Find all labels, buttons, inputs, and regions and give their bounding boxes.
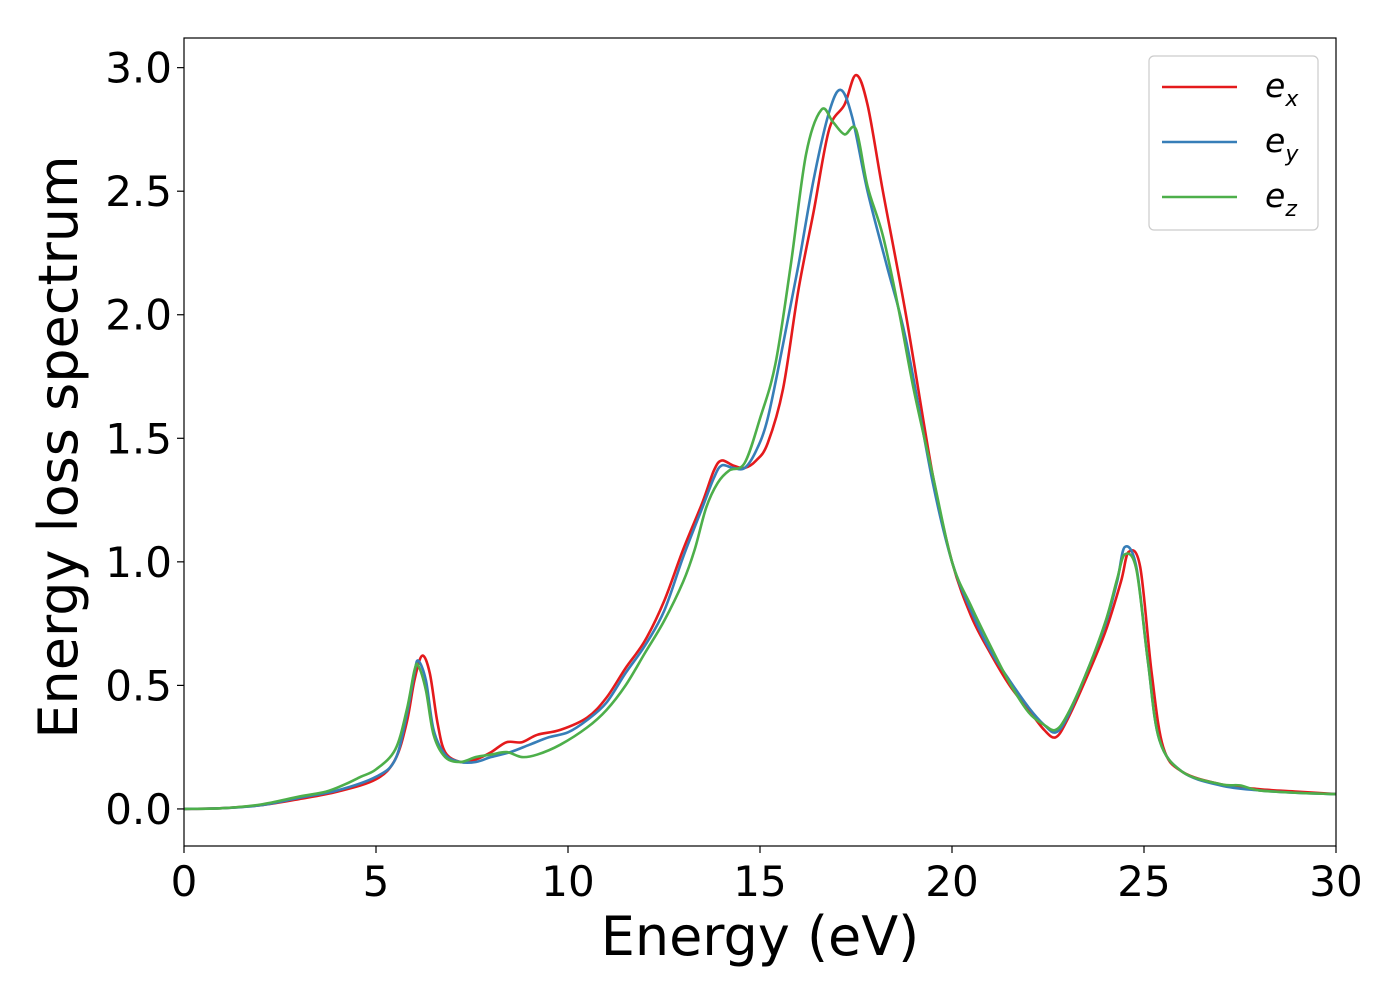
series-line-e-z [184, 107, 1336, 811]
x-axis-title: Energy (eV) [601, 905, 920, 968]
x-tick-label: 5 [363, 857, 390, 906]
x-tick-label: 15 [733, 857, 786, 906]
y-tick-label: 2.5 [105, 167, 172, 216]
y-tick-label: 1.5 [105, 414, 172, 463]
x-tick-label: 0 [171, 857, 198, 906]
y-tick-label: 1.0 [105, 538, 172, 587]
y-tick-label: 3.0 [105, 44, 172, 93]
x-tick-label: 25 [1117, 857, 1170, 906]
legend: ex ey ez [1148, 55, 1319, 231]
legend-label-z: ez [1265, 176, 1297, 222]
y-tick-label: 2.0 [105, 291, 172, 340]
y-tick-label: 0.5 [105, 661, 172, 710]
x-tick-label: 10 [541, 857, 594, 906]
legend-label-y: ey [1265, 121, 1299, 167]
plot-lines [184, 73, 1336, 811]
y-axis-title: Energy loss spectrum [27, 155, 90, 738]
x-axis: 0 5 10 15 20 25 30 [171, 846, 1363, 906]
legend-label-x: ex [1265, 66, 1299, 112]
series-line-e-x [184, 73, 1336, 811]
y-tick-label: 0.0 [105, 785, 172, 834]
y-axis: 0.0 0.5 1.0 1.5 2.0 2.5 3.0 [105, 44, 184, 834]
x-tick-label: 30 [1309, 857, 1362, 906]
x-tick-label: 20 [925, 857, 978, 906]
